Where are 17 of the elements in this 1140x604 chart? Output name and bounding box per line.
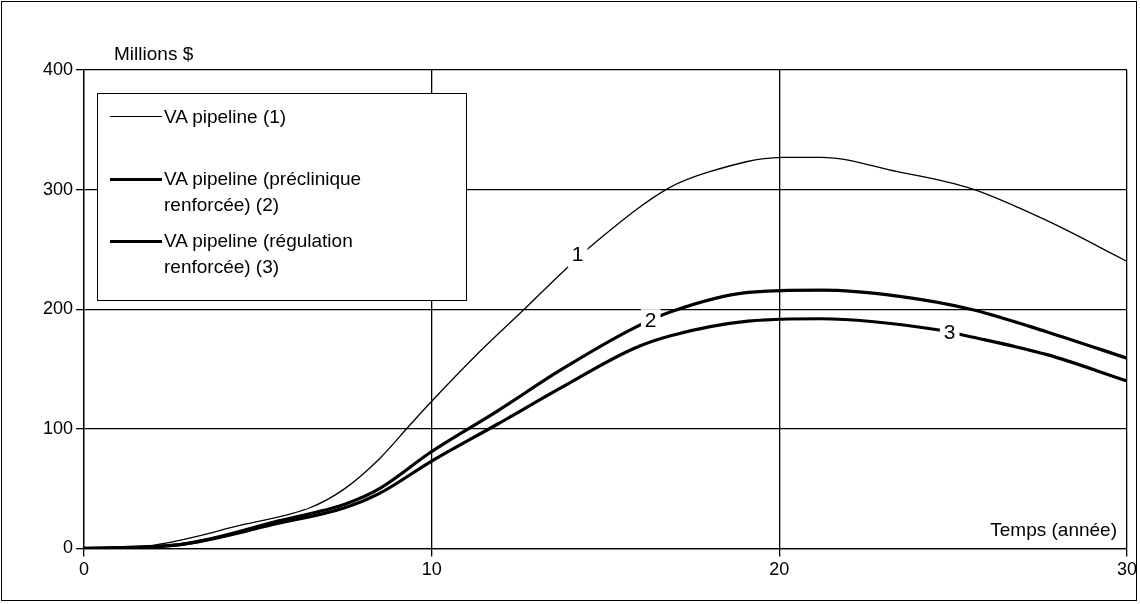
x-tick-label: 0 <box>79 559 90 580</box>
x-axis-title: Temps (année) <box>990 519 1117 541</box>
x-tick-label: 30 <box>1116 559 1137 580</box>
y-tick-label: 400 <box>42 58 74 79</box>
y-axis-title: Millions $ <box>114 42 194 64</box>
x-tick-label: 20 <box>769 559 790 580</box>
annotation: 2 <box>644 307 657 331</box>
y-tick-label: 100 <box>42 417 74 438</box>
y-tick-label: 200 <box>42 298 74 319</box>
y-tick-label: 0 <box>63 537 74 558</box>
x-tick-label: 10 <box>421 559 442 580</box>
legend-label: VA pipeline (régulation renforcée) (3) <box>164 229 354 279</box>
annotation: 3 <box>943 319 956 343</box>
annotation: 1 <box>571 242 584 266</box>
legend-label: VA pipeline (1) <box>164 105 288 129</box>
y-tick-label: 300 <box>42 178 74 199</box>
legend-label: VA pipeline (préclinique renforcée) (2) <box>164 167 363 217</box>
